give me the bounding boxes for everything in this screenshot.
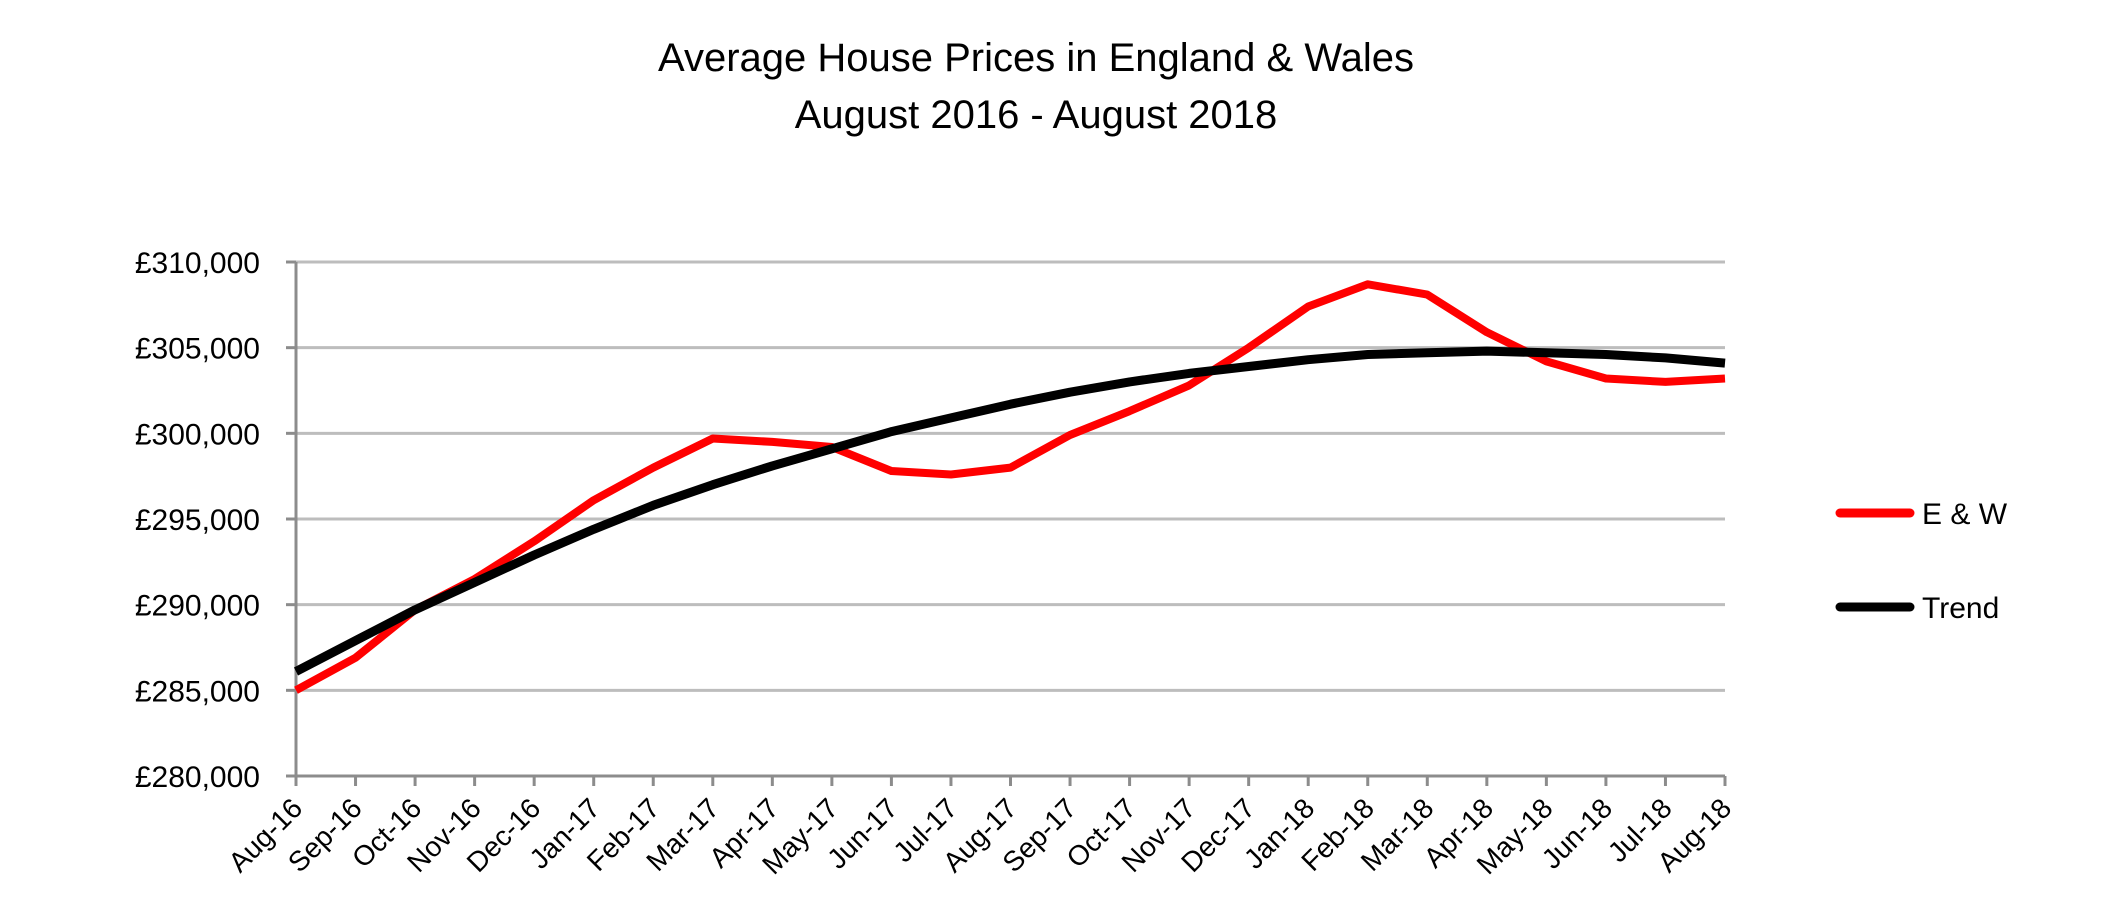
series-line [293,346,1726,676]
y-tick-label: £285,000 [135,675,260,708]
chart-title: Average House Prices in England & Wales [658,36,1414,80]
y-tick-label: £295,000 [135,504,260,537]
legend: E & W Trend [1835,498,2008,625]
legend-item: E & W [1835,498,2008,531]
series-trend [293,346,1726,676]
y-tick-label: £305,000 [135,333,260,366]
y-tick-label: £310,000 [135,247,260,280]
legend-item: Trend [1835,592,1999,625]
chart-subtitle: August 2016 - August 2018 [795,93,1278,137]
legend-label: E & W [1922,498,2008,531]
series-e-w [294,280,1726,694]
y-tick-label: £280,000 [135,761,260,794]
y-tick-label: £300,000 [135,418,260,451]
x-axis-ticks: Aug-16Sep-16Oct-16Nov-16Dec-16Jan-17Feb-… [222,776,1737,880]
gridlines [296,260,1725,692]
series-lines [293,280,1726,694]
y-axis-ticks: £280,000 £285,000 £290,000 £295,000 £300,000… [135,247,296,794]
y-tick-label: £290,000 [135,590,260,623]
series-line [294,280,1726,694]
legend-label: Trend [1922,592,1999,625]
